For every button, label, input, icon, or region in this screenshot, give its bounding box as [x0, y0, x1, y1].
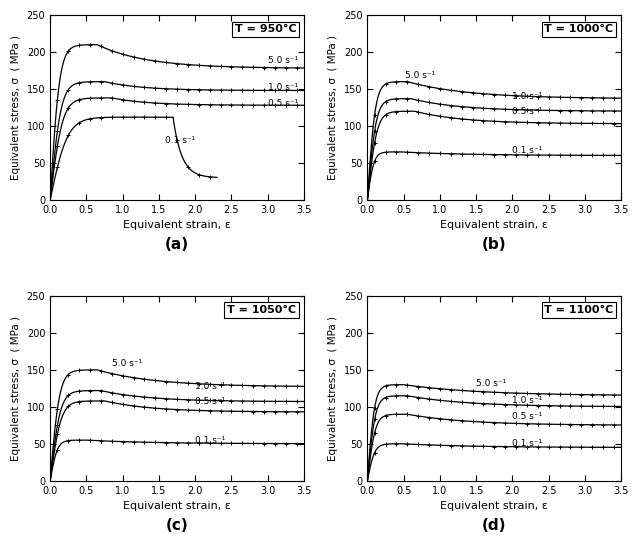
- Text: 0.5 s⁻¹: 0.5 s⁻¹: [195, 397, 225, 406]
- Text: 0.5 s⁻¹: 0.5 s⁻¹: [513, 107, 543, 116]
- Text: 5.0 s⁻¹: 5.0 s⁻¹: [112, 360, 142, 368]
- X-axis label: Equivalent strain, ε: Equivalent strain, ε: [123, 220, 231, 231]
- Text: (b): (b): [482, 237, 507, 252]
- Text: 0.1 s⁻¹: 0.1 s⁻¹: [195, 435, 225, 445]
- Text: (d): (d): [482, 518, 506, 532]
- Text: T = 1100°C: T = 1100°C: [545, 305, 614, 315]
- X-axis label: Equivalent strain, ε: Equivalent strain, ε: [440, 501, 548, 511]
- Text: (c): (c): [166, 518, 188, 532]
- Y-axis label: Equivalent stress, σ  ( MPa ): Equivalent stress, σ ( MPa ): [328, 316, 339, 461]
- Text: 0.5 s⁻¹: 0.5 s⁻¹: [268, 99, 298, 108]
- Text: 1.0 s⁻¹: 1.0 s⁻¹: [513, 92, 543, 101]
- Text: 1.0 s⁻¹: 1.0 s⁻¹: [268, 83, 298, 92]
- Y-axis label: Equivalent stress, σ  ( MPa ): Equivalent stress, σ ( MPa ): [328, 35, 339, 180]
- Text: T = 1050°C: T = 1050°C: [227, 305, 296, 315]
- Text: 5.0 s⁻¹: 5.0 s⁻¹: [476, 379, 506, 387]
- Text: 0.1 s⁻¹: 0.1 s⁻¹: [513, 439, 543, 449]
- Text: 0.5 s⁻¹: 0.5 s⁻¹: [513, 412, 543, 421]
- Text: (a): (a): [165, 237, 189, 252]
- Text: T = 1000°C: T = 1000°C: [545, 25, 614, 34]
- Text: 1.0 s⁻¹: 1.0 s⁻¹: [513, 396, 543, 405]
- Text: 0.1 s⁻¹: 0.1 s⁻¹: [513, 146, 543, 155]
- Text: 0.1 s⁻¹: 0.1 s⁻¹: [164, 136, 195, 146]
- Y-axis label: Equivalent stress, σ  ( MPa ): Equivalent stress, σ ( MPa ): [11, 35, 21, 180]
- Text: 5.0 s⁻¹: 5.0 s⁻¹: [405, 71, 435, 80]
- Text: T = 950°C: T = 950°C: [235, 25, 296, 34]
- Text: 5.0 s⁻¹: 5.0 s⁻¹: [268, 57, 298, 65]
- Text: 1.0 s⁻¹: 1.0 s⁻¹: [195, 383, 225, 391]
- X-axis label: Equivalent strain, ε: Equivalent strain, ε: [440, 220, 548, 231]
- X-axis label: Equivalent strain, ε: Equivalent strain, ε: [123, 501, 231, 511]
- Y-axis label: Equivalent stress, σ  ( MPa ): Equivalent stress, σ ( MPa ): [11, 316, 21, 461]
